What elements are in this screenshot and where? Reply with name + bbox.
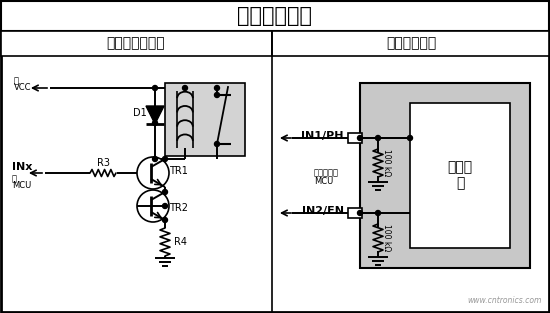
Bar	[1, 31, 272, 56]
Text: IN2/EN: IN2/EN	[302, 206, 344, 216]
Text: www.cntronics.com: www.cntronics.com	[468, 296, 542, 305]
Circle shape	[214, 93, 219, 98]
Circle shape	[137, 157, 169, 189]
Text: TR1: TR1	[169, 166, 188, 176]
Text: 固态解决方案: 固态解决方案	[386, 37, 436, 50]
Circle shape	[162, 203, 168, 208]
Bar	[410, 103, 510, 248]
Circle shape	[152, 121, 157, 126]
Polygon shape	[146, 106, 164, 124]
Text: MCU: MCU	[314, 177, 333, 186]
Bar	[348, 208, 362, 218]
Circle shape	[162, 189, 168, 194]
Bar	[360, 83, 530, 268]
Text: MCU: MCU	[12, 181, 31, 189]
Text: TR2: TR2	[169, 203, 188, 213]
Circle shape	[214, 141, 219, 146]
Text: 数字内
核: 数字内 核	[448, 160, 472, 191]
Circle shape	[408, 136, 412, 141]
Circle shape	[358, 211, 362, 215]
Text: 100 kΩ: 100 kΩ	[382, 149, 390, 177]
Circle shape	[358, 136, 362, 141]
Circle shape	[376, 211, 381, 215]
Text: VCC: VCC	[14, 83, 31, 91]
Circle shape	[214, 85, 219, 90]
Circle shape	[162, 218, 168, 223]
Text: R3: R3	[96, 158, 109, 168]
Bar	[165, 83, 245, 156]
Text: D1: D1	[133, 108, 147, 118]
Text: INx: INx	[12, 162, 32, 172]
Bar	[348, 133, 362, 143]
Circle shape	[152, 85, 157, 90]
Circle shape	[183, 85, 188, 90]
Circle shape	[137, 190, 169, 222]
Circle shape	[162, 156, 168, 162]
Text: 至: 至	[14, 76, 19, 85]
Circle shape	[152, 156, 157, 162]
Text: 100 kΩ: 100 kΩ	[382, 224, 390, 252]
Text: 继电器解决方案: 继电器解决方案	[107, 37, 166, 50]
Text: 直接连接到: 直接连接到	[314, 168, 339, 177]
Text: 至: 至	[12, 175, 17, 183]
Text: R4: R4	[174, 237, 187, 247]
Bar	[1, 1, 549, 31]
Text: IN1/PH: IN1/PH	[301, 131, 344, 141]
Circle shape	[376, 136, 381, 141]
Bar	[272, 31, 549, 56]
Text: 数字控制接口: 数字控制接口	[238, 6, 312, 26]
